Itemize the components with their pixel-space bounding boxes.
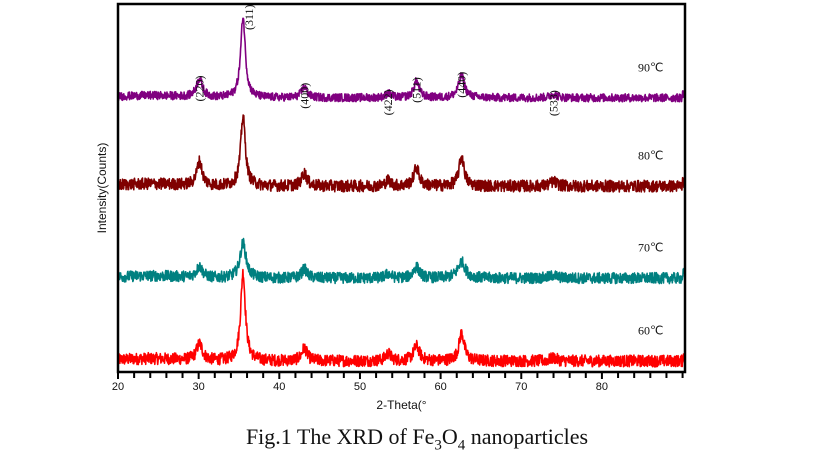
- annotations-layer: 60℃ 70℃ 80℃ 90℃ (220) (311) (400) (422) (511) (44…: [192, 4, 663, 337]
- series-label: 90℃: [638, 60, 663, 74]
- x-tick-label: 30: [193, 381, 205, 393]
- peak-label: (533): [547, 90, 561, 116]
- x-tick-label: 50: [354, 381, 366, 393]
- x-tick-label: 70: [515, 381, 527, 393]
- series-line-90c: [117, 17, 686, 103]
- plot-frame: [116, 2, 687, 374]
- series-line-60c: [117, 268, 686, 368]
- x-tick-label: 20: [112, 381, 124, 393]
- peak-label: (220): [192, 75, 206, 101]
- caption-suffix: nanoparticles: [465, 424, 589, 449]
- x-axis-ticks: 20 30 40 50 60 70 80: [112, 372, 684, 393]
- caption-mid: O: [441, 424, 458, 449]
- series-line-80c: [117, 114, 686, 193]
- series-label: 60℃: [638, 323, 663, 337]
- series-label: 70℃: [638, 241, 663, 255]
- x-tick-label: 60: [434, 381, 446, 393]
- peak-label: (311): [242, 4, 256, 30]
- y-axis-label: Intensity(Counts): [95, 143, 109, 234]
- peak-label: (511): [409, 77, 423, 103]
- caption-sub-4: 4: [457, 437, 466, 454]
- peak-label: (422): [381, 89, 395, 115]
- x-tick-label: 40: [273, 381, 285, 393]
- series-line-70c: [117, 237, 686, 285]
- series-label: 80℃: [638, 149, 663, 163]
- series-layer: [117, 17, 686, 368]
- caption-prefix: Fig.1 The XRD of Fe: [245, 424, 435, 449]
- xrd-chart: 20 30 40 50 60 70 80 60℃ 70℃ 80℃ 90℃ (220) (311) (40…: [95, 2, 687, 412]
- peak-label: (440): [455, 72, 469, 98]
- peak-label: (400): [297, 83, 311, 109]
- caption-sub-3: 3: [434, 437, 442, 454]
- figure-caption: Fig.1 The XRD of Fe3O4 nanoparticles: [0, 424, 834, 454]
- x-tick-label: 80: [596, 381, 608, 393]
- x-axis-label: 2-Theta(°: [376, 398, 426, 412]
